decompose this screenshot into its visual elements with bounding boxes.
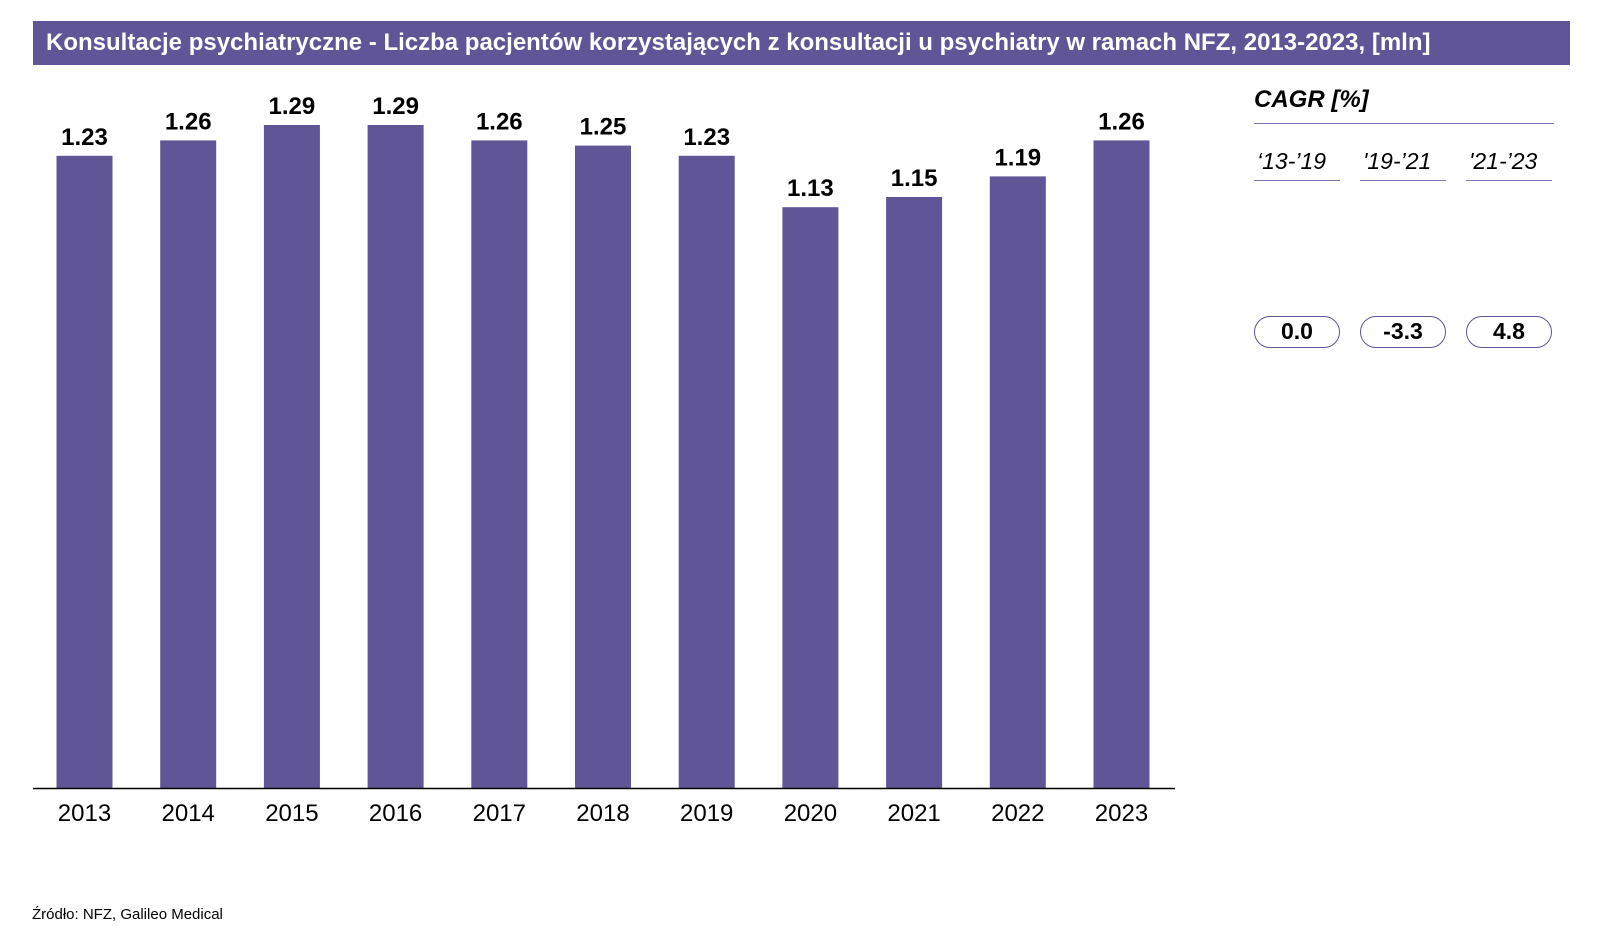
- x-tick-label: 2015: [265, 800, 318, 827]
- bar-value-label: 1.23: [683, 124, 730, 151]
- x-tick-label: 2018: [576, 800, 629, 827]
- x-tick-label: 2016: [369, 800, 422, 827]
- bar-value-label: 1.26: [476, 108, 523, 135]
- bar-value-label: 1.26: [165, 108, 212, 135]
- title-bar: Konsultacje psychiatryczne - Liczba pacj…: [33, 21, 1570, 65]
- cagr-value-3: 4.8: [1466, 316, 1552, 348]
- chart-title: Konsultacje psychiatryczne - Liczba pacj…: [46, 29, 1431, 56]
- bar-2021: [886, 197, 943, 788]
- bar-2016: [367, 125, 424, 788]
- bar-2013: [56, 155, 113, 789]
- bar-2019: [678, 155, 735, 789]
- source-note: Źródło: NFZ, Galileo Medical: [32, 906, 223, 923]
- bar-value-label: 1.15: [891, 165, 938, 192]
- bar-value-label: 1.29: [269, 93, 316, 120]
- bar-2023: [1093, 140, 1150, 788]
- bar-2022: [989, 176, 1046, 788]
- cagr-period-3: '21-’23: [1466, 148, 1552, 181]
- cagr-divider: [1254, 123, 1554, 124]
- x-tick-label: 2017: [473, 800, 526, 827]
- bar-value-label: 1.13: [787, 175, 834, 202]
- x-tick-label: 2020: [784, 800, 837, 827]
- x-tick-label: 2014: [162, 800, 215, 827]
- bar-value-label: 1.25: [580, 114, 627, 141]
- bar-2015: [263, 125, 320, 788]
- cagr-title: CAGR [%]: [1254, 86, 1369, 113]
- bar-value-label: 1.26: [1098, 108, 1145, 135]
- bar-2014: [160, 140, 217, 788]
- bar-2017: [471, 140, 528, 788]
- x-tick-label: 2019: [680, 800, 733, 827]
- bar-2020: [782, 207, 839, 788]
- cagr-period-1: ‘13-’19: [1254, 148, 1340, 181]
- cagr-period-2: '19-’21: [1360, 148, 1446, 181]
- x-tick-label: 2013: [58, 800, 111, 827]
- bar-2018: [575, 145, 631, 789]
- bar-value-label: 1.23: [61, 124, 108, 151]
- bar-value-label: 1.19: [994, 144, 1041, 171]
- cagr-value-2: -3.3: [1360, 316, 1446, 348]
- cagr-value-1: 0.0: [1254, 316, 1340, 348]
- x-tick-label: 2021: [887, 800, 940, 827]
- x-tick-label: 2022: [991, 800, 1044, 827]
- bar-value-label: 1.29: [372, 93, 419, 120]
- x-tick-label: 2023: [1095, 800, 1148, 827]
